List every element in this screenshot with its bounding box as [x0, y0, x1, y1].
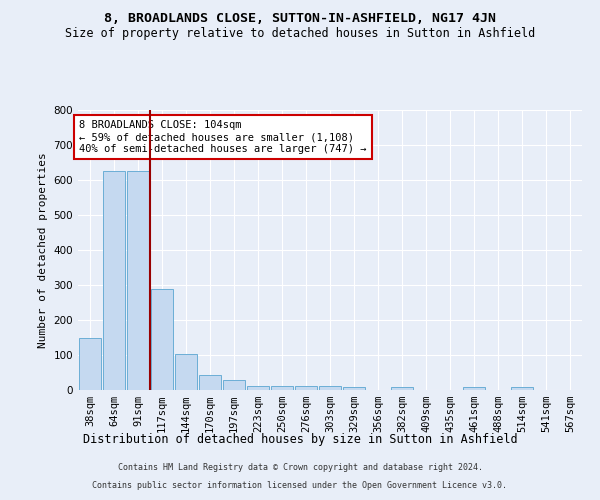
Bar — [391, 386, 413, 390]
Bar — [511, 386, 533, 390]
Bar — [223, 380, 245, 390]
Text: Contains public sector information licensed under the Open Government Licence v3: Contains public sector information licen… — [92, 481, 508, 490]
Bar — [271, 386, 293, 390]
Text: Distribution of detached houses by size in Sutton in Ashfield: Distribution of detached houses by size … — [83, 432, 517, 446]
Bar — [103, 171, 125, 390]
Bar — [463, 386, 485, 390]
Bar — [199, 376, 221, 390]
Bar — [319, 386, 341, 390]
Bar — [175, 354, 197, 390]
Bar — [151, 288, 173, 390]
Bar — [343, 386, 365, 390]
Bar — [247, 386, 269, 390]
Bar — [127, 171, 149, 390]
Text: 8 BROADLANDS CLOSE: 104sqm
← 59% of detached houses are smaller (1,108)
40% of s: 8 BROADLANDS CLOSE: 104sqm ← 59% of deta… — [79, 120, 367, 154]
Text: 8, BROADLANDS CLOSE, SUTTON-IN-ASHFIELD, NG17 4JN: 8, BROADLANDS CLOSE, SUTTON-IN-ASHFIELD,… — [104, 12, 496, 26]
Bar — [295, 386, 317, 390]
Bar — [79, 338, 101, 390]
Y-axis label: Number of detached properties: Number of detached properties — [38, 152, 48, 348]
Text: Size of property relative to detached houses in Sutton in Ashfield: Size of property relative to detached ho… — [65, 28, 535, 40]
Text: Contains HM Land Registry data © Crown copyright and database right 2024.: Contains HM Land Registry data © Crown c… — [118, 464, 482, 472]
